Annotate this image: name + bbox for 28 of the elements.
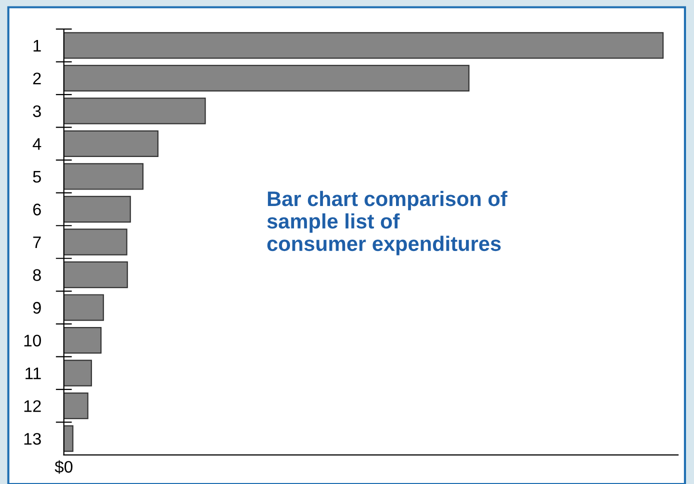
y-tick-label: 12	[24, 400, 41, 412]
y-tick-label: 5	[33, 171, 41, 183]
bar	[64, 228, 128, 256]
bar	[64, 98, 206, 124]
bar	[64, 425, 74, 452]
bar	[64, 392, 88, 420]
y-tick-label: 4	[32, 138, 42, 150]
y-tick-label: 6	[33, 204, 41, 216]
bar	[64, 196, 131, 223]
bar	[64, 294, 104, 321]
text: $0	[54, 460, 72, 474]
y-tick-label: 8	[33, 269, 41, 281]
y-tick-label: 2	[33, 72, 41, 84]
y-tick-label: 13	[24, 432, 41, 445]
bar	[64, 360, 92, 386]
y-tick-label: 3	[32, 105, 41, 118]
bar	[64, 64, 470, 92]
bar	[64, 163, 144, 190]
bar	[64, 32, 664, 59]
bar	[64, 130, 158, 158]
y-tick-label: 10	[24, 334, 41, 346]
y-tick-label: 9	[33, 302, 41, 314]
y-tick-label: 11	[26, 368, 41, 380]
y-tick-label: 7	[33, 236, 41, 248]
bar	[64, 326, 102, 354]
y-tick-label: 1	[34, 40, 41, 52]
bar	[64, 261, 128, 288]
text: Bar chart comparison of sample list of consumer expenditures	[267, 190, 508, 256]
